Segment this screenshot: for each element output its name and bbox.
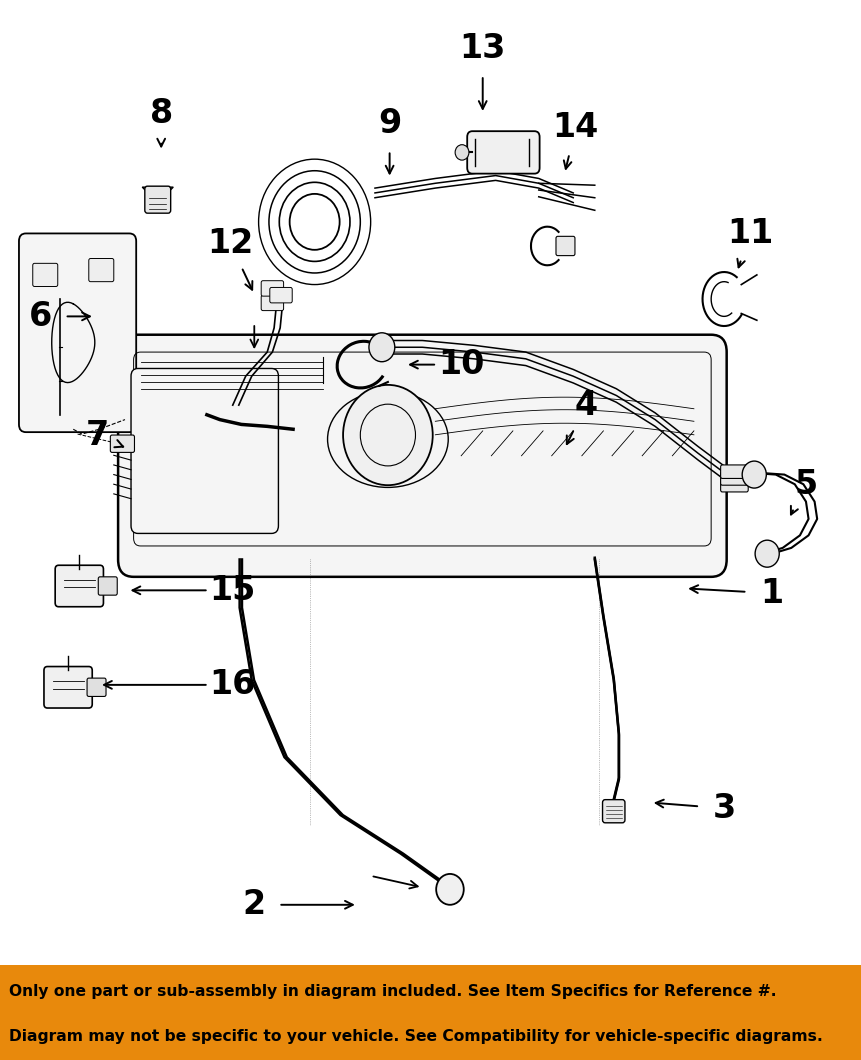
Polygon shape [142,188,173,202]
Text: 15: 15 [209,573,256,606]
Text: 5: 5 [794,467,816,500]
Text: 6: 6 [29,300,52,333]
FancyBboxPatch shape [720,465,747,478]
Text: 9: 9 [378,107,400,140]
FancyBboxPatch shape [261,295,283,311]
FancyBboxPatch shape [110,435,134,453]
Text: 12: 12 [207,227,253,260]
FancyBboxPatch shape [44,667,92,708]
Circle shape [741,461,765,488]
Circle shape [436,873,463,905]
FancyBboxPatch shape [19,233,136,432]
FancyBboxPatch shape [55,565,103,606]
FancyBboxPatch shape [720,472,747,485]
FancyBboxPatch shape [720,478,747,492]
FancyBboxPatch shape [555,236,574,255]
Text: Diagram may not be specific to your vehicle. See Compatibility for vehicle-speci: Diagram may not be specific to your vehi… [9,1028,821,1044]
Text: Only one part or sub-assembly in diagram included. See Item Specifics for Refere: Only one part or sub-assembly in diagram… [9,984,776,999]
FancyBboxPatch shape [87,678,106,696]
Text: 3: 3 [712,792,734,825]
FancyBboxPatch shape [145,187,170,213]
Text: 1: 1 [759,577,782,609]
FancyBboxPatch shape [33,263,58,286]
FancyBboxPatch shape [602,799,624,823]
Text: 8: 8 [150,98,172,130]
Text: 16: 16 [209,669,256,702]
Circle shape [455,144,468,160]
FancyBboxPatch shape [131,369,278,533]
Text: 7: 7 [86,420,108,453]
Text: 14: 14 [552,111,598,144]
Text: 2: 2 [243,888,265,921]
Circle shape [754,541,778,567]
FancyBboxPatch shape [261,281,283,296]
Text: 13: 13 [459,32,505,65]
Ellipse shape [327,391,448,488]
FancyBboxPatch shape [118,335,726,577]
Circle shape [369,333,394,361]
Text: 4: 4 [574,389,597,422]
FancyBboxPatch shape [269,287,292,303]
Text: 10: 10 [437,348,484,382]
FancyBboxPatch shape [467,131,539,174]
Circle shape [343,385,432,485]
FancyBboxPatch shape [98,577,117,595]
Text: 11: 11 [726,217,772,250]
FancyBboxPatch shape [89,259,114,282]
